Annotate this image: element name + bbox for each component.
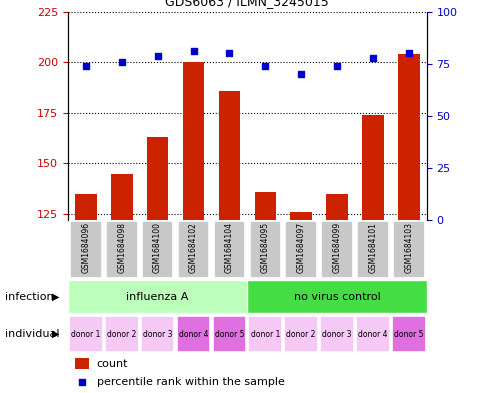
Text: ▶: ▶ xyxy=(52,329,60,339)
Text: GSM1684098: GSM1684098 xyxy=(117,222,126,273)
Text: GSM1684097: GSM1684097 xyxy=(296,222,305,273)
Text: ▶: ▶ xyxy=(52,292,60,302)
Point xyxy=(261,63,269,69)
Text: GSM1684095: GSM1684095 xyxy=(260,222,269,273)
Text: donor 5: donor 5 xyxy=(393,330,423,338)
Text: donor 1: donor 1 xyxy=(71,330,100,338)
Bar xyxy=(247,281,426,313)
Bar xyxy=(213,221,245,278)
Text: GSM1684104: GSM1684104 xyxy=(225,222,233,273)
Text: donor 1: donor 1 xyxy=(250,330,279,338)
Bar xyxy=(106,221,137,278)
Bar xyxy=(105,316,138,352)
Text: donor 4: donor 4 xyxy=(358,330,387,338)
Text: no virus control: no virus control xyxy=(293,292,379,302)
Bar xyxy=(75,358,89,369)
Bar xyxy=(284,316,318,352)
Bar xyxy=(319,316,353,352)
Bar xyxy=(355,316,389,352)
Bar xyxy=(176,316,210,352)
Point xyxy=(297,71,304,77)
Bar xyxy=(397,54,419,220)
Text: donor 3: donor 3 xyxy=(143,330,172,338)
Point xyxy=(333,63,340,69)
Text: GSM1684101: GSM1684101 xyxy=(368,222,377,273)
Bar xyxy=(248,316,282,352)
Point xyxy=(368,55,376,61)
Bar xyxy=(290,212,311,220)
Text: donor 3: donor 3 xyxy=(322,330,351,338)
Text: GSM1684100: GSM1684100 xyxy=(153,222,162,273)
Bar xyxy=(140,316,174,352)
Text: donor 4: donor 4 xyxy=(179,330,208,338)
Bar xyxy=(111,174,132,220)
Bar xyxy=(70,221,102,278)
Text: influenza A: influenza A xyxy=(126,292,188,302)
Point xyxy=(118,59,125,65)
Point xyxy=(404,50,412,57)
Bar xyxy=(182,62,204,220)
Text: GSM1684096: GSM1684096 xyxy=(81,222,90,273)
Text: donor 2: donor 2 xyxy=(107,330,136,338)
Point xyxy=(78,379,86,385)
Text: GSM1684102: GSM1684102 xyxy=(189,222,197,273)
Bar xyxy=(218,91,240,220)
Point xyxy=(225,50,233,57)
Bar xyxy=(254,192,275,220)
Bar xyxy=(285,221,317,278)
Bar xyxy=(75,194,96,220)
Bar xyxy=(249,221,281,278)
Bar xyxy=(69,316,103,352)
Bar xyxy=(212,316,246,352)
Text: count: count xyxy=(96,359,128,369)
Text: GSM1684103: GSM1684103 xyxy=(404,222,412,273)
Bar xyxy=(392,221,424,278)
Bar xyxy=(391,316,425,352)
Bar xyxy=(320,221,352,278)
Bar xyxy=(356,221,388,278)
Bar xyxy=(147,137,168,220)
Bar xyxy=(326,194,347,220)
Text: individual: individual xyxy=(5,329,59,339)
Bar xyxy=(177,221,209,278)
Text: infection: infection xyxy=(5,292,53,302)
Text: donor 5: donor 5 xyxy=(214,330,243,338)
Point xyxy=(82,63,90,69)
Point xyxy=(189,48,197,55)
Title: GDS6063 / ILMN_3245015: GDS6063 / ILMN_3245015 xyxy=(165,0,329,8)
Bar xyxy=(68,281,247,313)
Text: percentile rank within the sample: percentile rank within the sample xyxy=(96,377,284,387)
Bar xyxy=(141,221,173,278)
Text: donor 2: donor 2 xyxy=(286,330,315,338)
Text: GSM1684099: GSM1684099 xyxy=(332,222,341,273)
Bar xyxy=(362,115,383,220)
Point xyxy=(153,52,161,59)
